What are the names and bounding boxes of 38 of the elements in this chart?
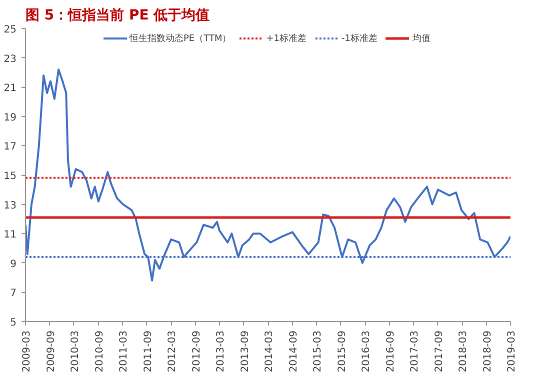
x-tick-label: 2010-09 xyxy=(94,330,106,372)
y-tick-label: 17 xyxy=(4,142,17,153)
x-tick-label: 2015-03 xyxy=(312,330,324,372)
chart-title: 图 5：恒指当前 PE 低于均值 xyxy=(26,8,210,24)
x-tick-label: 2016-03 xyxy=(361,330,372,372)
x-tick-label: 2009-03 xyxy=(22,330,32,372)
x-tick-label: 2017-03 xyxy=(410,330,421,372)
x-tick-label: 2011-09 xyxy=(142,330,154,372)
x-tick-label: 2013-03 xyxy=(216,330,227,372)
x-tick-label: 2014-09 xyxy=(288,330,300,372)
y-tick-label: 19 xyxy=(4,112,17,124)
x-tick-label: 2016-09 xyxy=(386,330,397,372)
y-tick-label: 5 xyxy=(10,318,17,328)
legend-label: +1标准差 xyxy=(266,32,307,44)
x-tick-label: 2009-09 xyxy=(46,330,57,372)
x-tick-label: 2010-03 xyxy=(70,330,81,372)
y-tick-label: 23 xyxy=(4,54,17,65)
legend-label: 恒生指数动态PE（TTM） xyxy=(130,32,232,44)
x-tick-label: 2014-03 xyxy=(264,330,275,372)
x-tick-label: 2013-09 xyxy=(240,330,251,372)
legend-label: 均值 xyxy=(412,32,432,44)
x-tick-label: 2012-09 xyxy=(191,330,202,372)
y-tick-label: 21 xyxy=(4,83,17,94)
y-tick-label: 11 xyxy=(4,230,17,241)
x-tick-label: 2019-03 xyxy=(506,330,518,372)
line-series xyxy=(26,68,510,282)
x-tick-label: 2018-03 xyxy=(458,330,470,372)
y-tick-label: 13 xyxy=(4,200,17,212)
x-tick-label: 2012-03 xyxy=(167,330,178,372)
y-tick-label: 15 xyxy=(4,171,17,182)
y-tick-label: 9 xyxy=(10,258,17,270)
y-tick-label: 7 xyxy=(10,288,17,300)
x-tick-label: 2011-03 xyxy=(118,330,130,372)
legend-label: -1标准差 xyxy=(342,32,378,44)
x-tick-label: 2017-09 xyxy=(434,330,445,372)
x-tick-label: 2015-09 xyxy=(336,330,348,372)
y-tick-label: 25 xyxy=(4,24,17,36)
x-tick-label: 2018-09 xyxy=(482,330,494,372)
